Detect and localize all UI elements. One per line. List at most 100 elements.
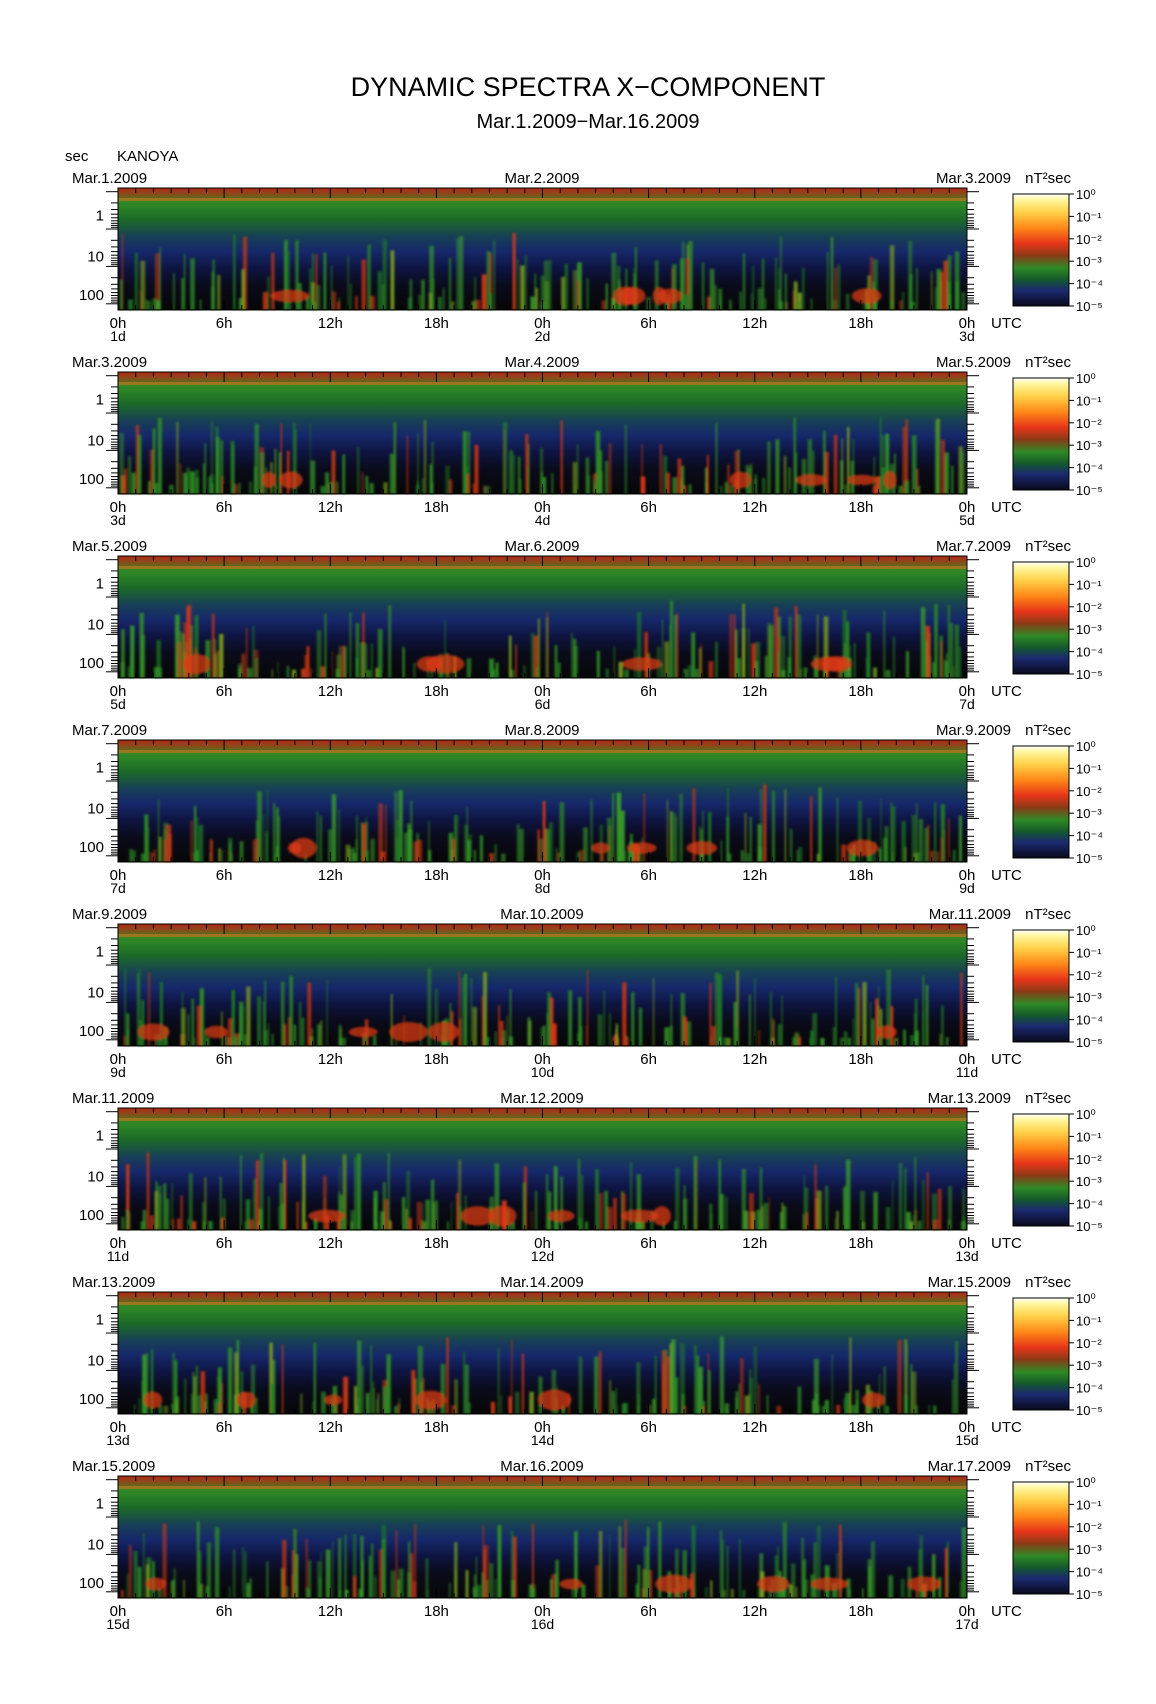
colorbar-tick-label: 10⁻³ <box>1076 1358 1102 1373</box>
day-label-mid: 12d <box>531 1248 554 1264</box>
colorbar-tick-label: 10⁰ <box>1076 187 1096 202</box>
x-tick-label: 0h <box>534 1235 551 1252</box>
x-tick-label: 6h <box>216 1051 233 1068</box>
day-label-end: 13d <box>955 1248 978 1264</box>
utc-label: UTC <box>991 499 1022 516</box>
x-tick-label: 12h <box>742 1051 767 1068</box>
colorbar-tick-label: 10⁻² <box>1076 968 1102 983</box>
y-unit-label: sec <box>65 148 89 165</box>
x-tick-label: 6h <box>640 1419 657 1436</box>
x-tick-label: 0h <box>959 867 976 884</box>
x-tick-label: 18h <box>848 1603 873 1620</box>
x-tick-label: 0h <box>959 1235 976 1252</box>
colorbar-unit-label: nT²sec <box>1025 538 1071 555</box>
x-tick-label: 6h <box>216 1235 233 1252</box>
day-label-mid: 14d <box>531 1432 554 1448</box>
day-label-mid: 16d <box>531 1616 554 1632</box>
colorbar <box>1012 745 1070 859</box>
x-tick-label: 6h <box>640 683 657 700</box>
day-label-mid: 6d <box>535 696 551 712</box>
spectrogram-activity <box>120 1520 967 1598</box>
panel-start-date: Mar.3.2009 <box>72 354 147 371</box>
colorbar-tick-label: 10⁻² <box>1076 232 1102 247</box>
colorbar-tick-label: 10⁻² <box>1076 600 1102 615</box>
panel-end-date: Mar.5.2009 <box>936 354 1011 371</box>
x-tick-label: 0h <box>534 315 551 332</box>
colorbar-unit-label: nT²sec <box>1025 354 1071 371</box>
colorbar-tick-label: 10⁻² <box>1076 1152 1102 1167</box>
panel-mid-date: Mar.4.2009 <box>504 354 579 371</box>
x-tick-label: 18h <box>848 683 873 700</box>
x-tick-label: 12h <box>742 683 767 700</box>
utc-label: UTC <box>991 867 1022 884</box>
y-tick-label: 1 <box>96 576 104 593</box>
day-label-end: 5d <box>959 512 975 528</box>
y-tick-label: 100 <box>79 471 104 488</box>
colorbar-tick-label: 10⁻⁴ <box>1076 1381 1103 1396</box>
panel-start-date: Mar.9.2009 <box>72 906 147 923</box>
x-tick-label: 0h <box>110 1235 127 1252</box>
x-axis-ticks <box>117 1108 968 1230</box>
colorbar-tick-label: 10⁻² <box>1076 784 1102 799</box>
y-tick-label: 10 <box>87 248 104 265</box>
x-tick-label: 18h <box>424 499 449 516</box>
colorbar-unit-label: nT²sec <box>1025 1458 1071 1475</box>
y-tick-label: 1 <box>96 1312 104 1329</box>
colorbar-tick-label: 10⁻³ <box>1076 1542 1102 1557</box>
day-label-start: 5d <box>110 696 126 712</box>
x-tick-label: 12h <box>318 1419 343 1436</box>
colorbar-tick-label: 10⁰ <box>1076 1475 1096 1490</box>
colorbar-tick-label: 10⁻⁴ <box>1076 277 1103 292</box>
day-label-mid: 4d <box>535 512 551 528</box>
spectrogram-panel: Mar.11.2009 Mar.12.2009 Mar.13.2009 nT²sec 1… <box>72 1090 1103 1264</box>
day-label-start: 11d <box>107 1248 129 1264</box>
x-tick-label: 18h <box>848 499 873 516</box>
x-tick-label: 18h <box>848 867 873 884</box>
y-tick-label: 10 <box>87 800 104 817</box>
panel-end-date: Mar.15.2009 <box>928 1274 1011 1291</box>
colorbar-tick-label: 10⁻⁵ <box>1076 299 1103 314</box>
spectrogram-activity <box>134 1336 959 1414</box>
panel-start-date: Mar.15.2009 <box>72 1458 155 1475</box>
x-tick-label: 0h <box>959 1419 976 1436</box>
x-tick-label: 0h <box>110 683 127 700</box>
spectrogram-band <box>118 1302 967 1305</box>
x-tick-label: 12h <box>742 1235 767 1252</box>
x-tick-label: 0h <box>534 1603 551 1620</box>
panel-mid-date: Mar.6.2009 <box>504 538 579 555</box>
x-tick-label: 18h <box>424 1051 449 1068</box>
x-tick-label: 18h <box>424 1603 449 1620</box>
y-tick-label: 100 <box>79 839 104 856</box>
day-label-mid: 2d <box>535 328 551 344</box>
x-tick-label: 18h <box>424 315 449 332</box>
y-axis-ticks <box>106 1295 979 1409</box>
x-tick-label: 12h <box>742 867 767 884</box>
x-tick-label: 12h <box>318 499 343 516</box>
y-tick-label: 10 <box>87 616 104 633</box>
colorbar-tick-label: 10⁰ <box>1076 739 1096 754</box>
y-tick-label: 1 <box>96 207 104 224</box>
panel-mid-date: Mar.14.2009 <box>500 1274 583 1291</box>
panel-start-date: Mar.13.2009 <box>72 1274 155 1291</box>
y-tick-label: 100 <box>79 287 104 304</box>
colorbar-tick-label: 10⁻² <box>1076 1336 1102 1351</box>
x-tick-label: 12h <box>318 1235 343 1252</box>
spectrogram-activity <box>123 968 963 1046</box>
utc-label: UTC <box>991 315 1022 332</box>
spectrogram-panel: Mar.1.2009 Mar.2.2009 Mar.3.2009 nT²sec 1 10 1… <box>72 170 1103 344</box>
day-label-end: 15d <box>955 1432 978 1448</box>
day-label-start: 3d <box>110 512 126 528</box>
x-axis-ticks <box>117 1476 968 1598</box>
colorbar-tick-label: 10⁻³ <box>1076 990 1102 1005</box>
spectrogram-panel: Mar.9.2009 Mar.10.2009 Mar.11.2009 nT²sec11… <box>72 906 1103 1080</box>
x-axis-ticks <box>117 556 968 678</box>
day-label-start: 7d <box>110 880 126 896</box>
colorbar <box>1012 193 1070 307</box>
panel-end-date: Mar.3.2009 <box>936 170 1011 187</box>
x-tick-label: 0h <box>534 683 551 700</box>
x-tick-label: 0h <box>534 867 551 884</box>
y-tick-label: 1 <box>96 1496 104 1513</box>
panel-mid-date: Mar.10.2009 <box>500 906 583 923</box>
y-tick-label: 100 <box>79 1575 104 1592</box>
colorbar-tick-label: 10⁻¹ <box>1076 1129 1102 1144</box>
